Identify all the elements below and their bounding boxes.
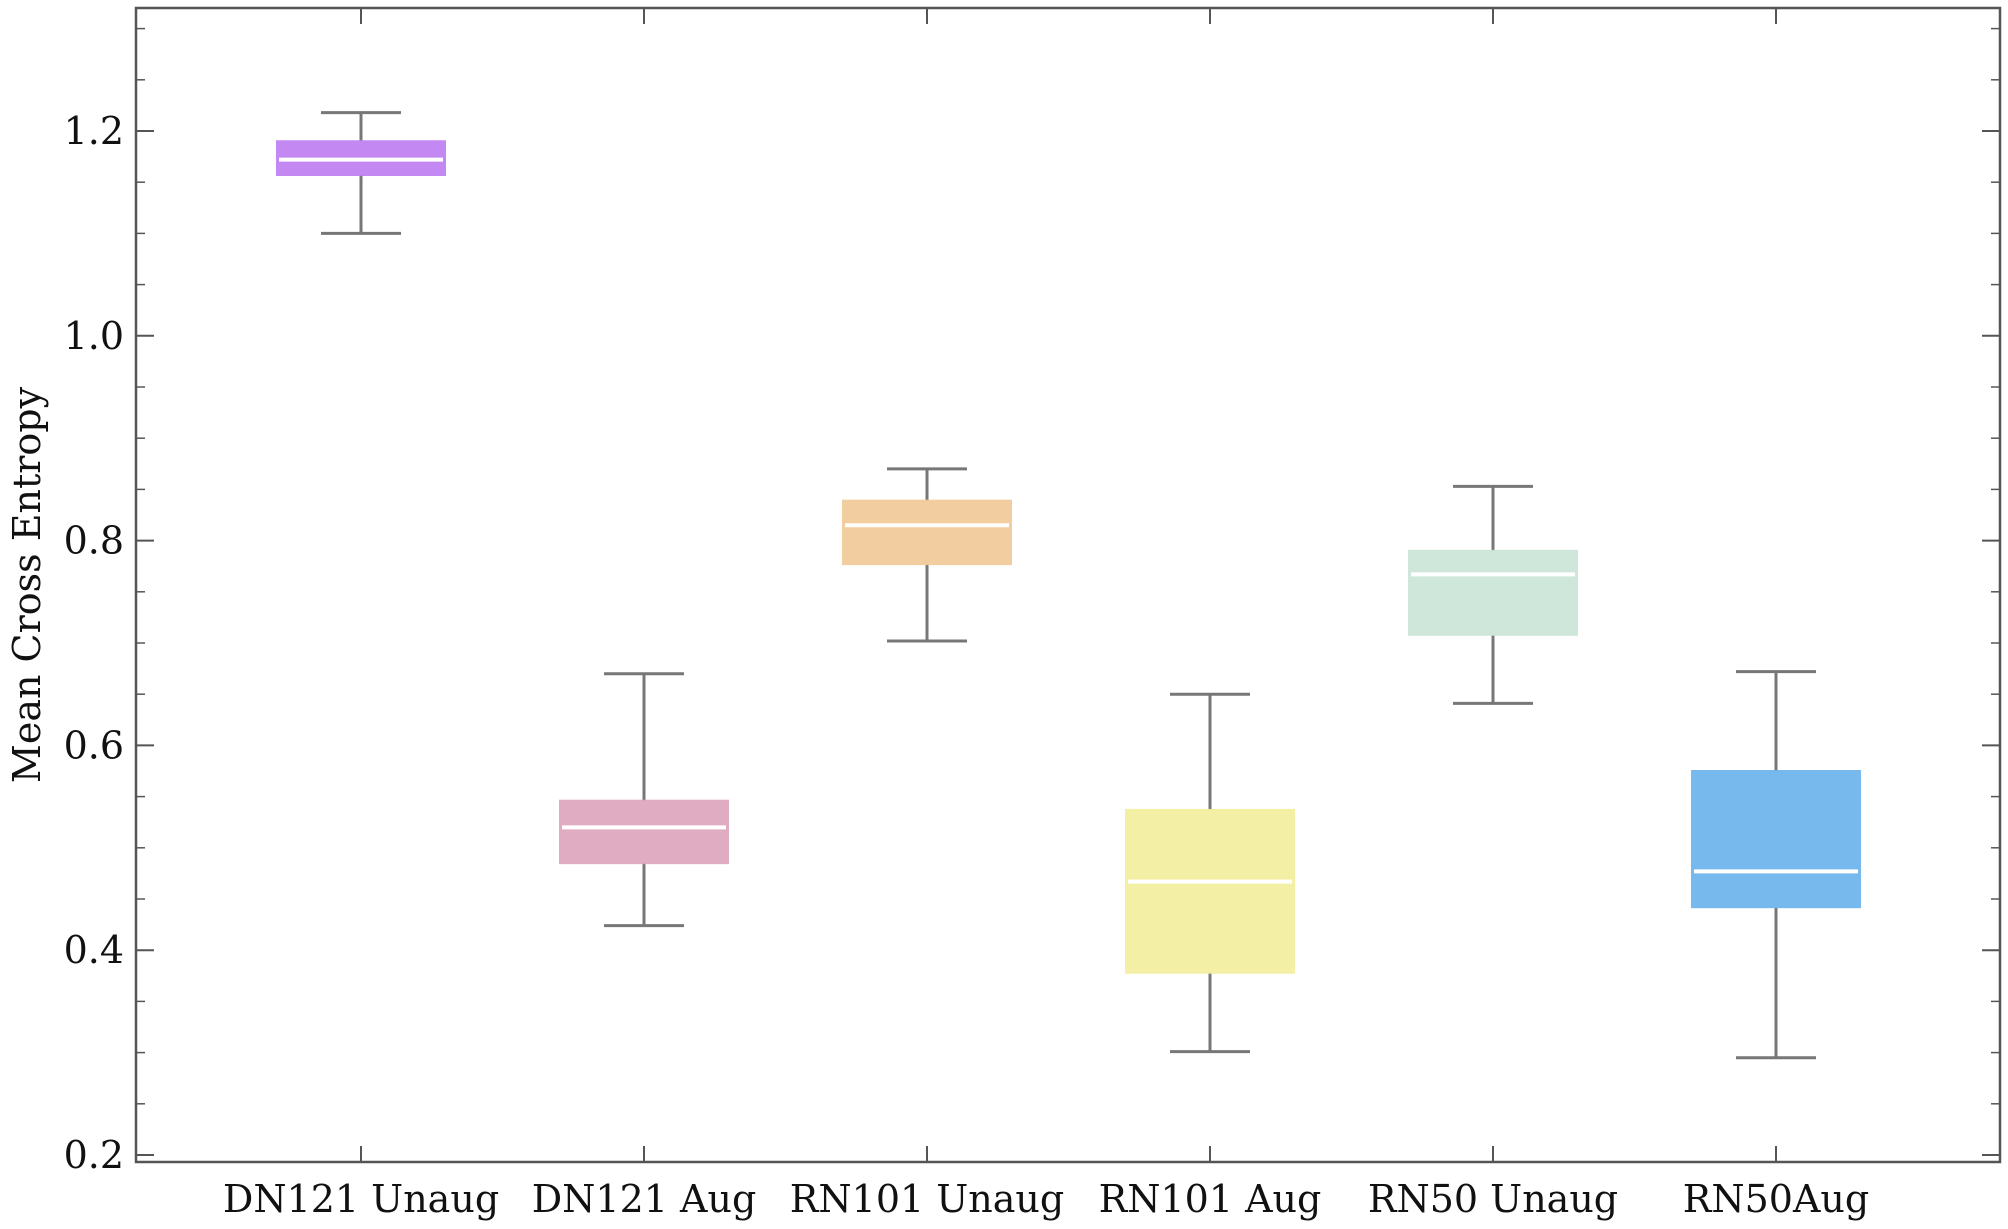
box-dn121-aug (559, 672, 729, 928)
iqr-box (1691, 770, 1861, 909)
iqr-box (1125, 808, 1295, 974)
iqr-box (1408, 549, 1578, 636)
box-rn101-unaug (842, 467, 1012, 643)
x-tick-labels: DN121 Unaug DN121 Aug RN101 Unaug RN101 Aug… (223, 1177, 1869, 1221)
y-tick-label: 1.2 (64, 109, 124, 153)
x-tick-label: RN50Aug (1683, 1177, 1869, 1221)
box-rn50aug (1691, 670, 1861, 1060)
iqr-box (842, 499, 1012, 566)
y-tick-label: 0.8 (64, 519, 124, 563)
x-tick-label: RN50 Unaug (1368, 1177, 1618, 1221)
x-tick-label: RN101 Aug (1099, 1177, 1322, 1221)
x-tick-label: DN121 Aug (532, 1177, 757, 1221)
axis-ticks (136, 8, 2000, 1162)
y-tick-label: 1.0 (64, 314, 124, 358)
x-tick-label: DN121 Unaug (223, 1177, 499, 1221)
iqr-box (559, 799, 729, 865)
box-dn121-unaug (276, 111, 446, 235)
x-tick-label: RN101 Unaug (790, 1177, 1064, 1221)
boxes (276, 111, 1861, 1060)
y-tick-label: 0.4 (64, 928, 124, 972)
plot-area (134, 6, 2002, 1164)
y-axis-title: Mean Cross Entropy (5, 386, 49, 783)
y-tick-label: 0.2 (64, 1133, 124, 1177)
y-tick-label: 0.6 (64, 723, 124, 767)
y-tick-labels: 0.2 0.4 0.6 0.8 1.0 1.2 (64, 109, 124, 1177)
box-rn101-aug (1125, 692, 1295, 1054)
box-rn50-unaug (1408, 484, 1578, 705)
